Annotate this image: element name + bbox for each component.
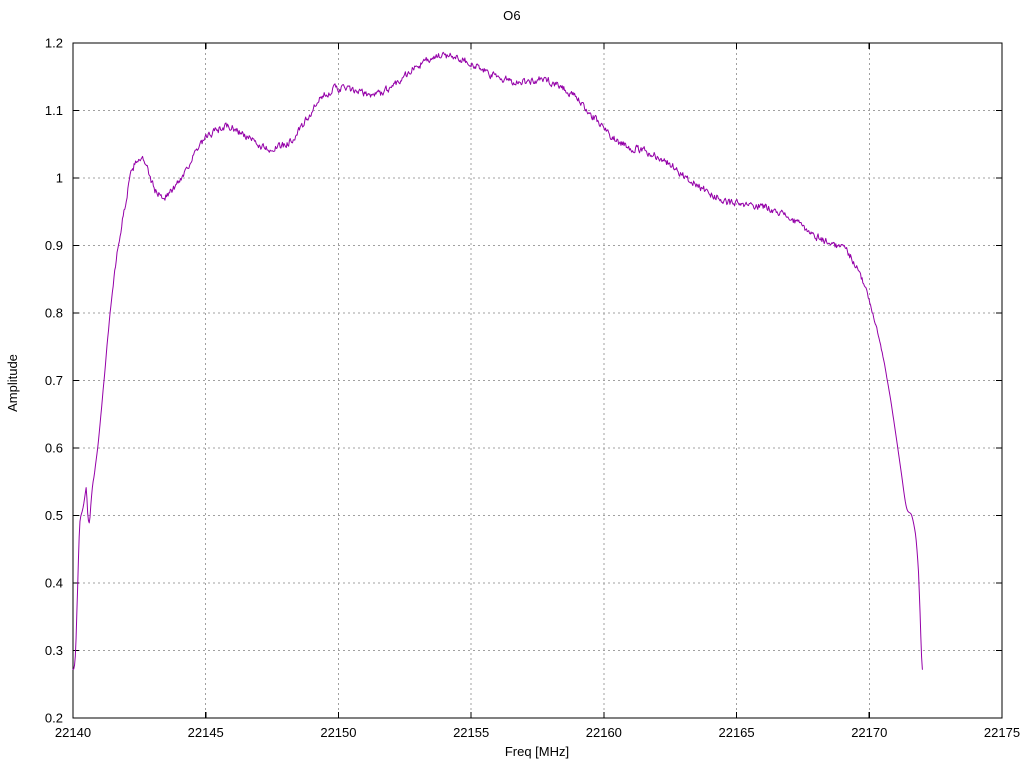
- x-tick-label: 22150: [320, 725, 356, 740]
- y-axis-title: Amplitude: [5, 354, 20, 412]
- axis-titles: Freq [MHz] Amplitude: [5, 354, 569, 759]
- x-tick-label: 22175: [984, 725, 1020, 740]
- x-tick-label: 22140: [55, 725, 91, 740]
- plot-frame: [72, 42, 1003, 719]
- x-tick-label: 22165: [718, 725, 754, 740]
- grid-lines: [73, 43, 1002, 718]
- y-tick-label: 0.6: [45, 441, 63, 456]
- x-tick-label: 22160: [586, 725, 622, 740]
- data-series: [72, 51, 923, 670]
- x-tick-label: 22155: [453, 725, 489, 740]
- y-tick-label: 0.7: [45, 373, 63, 388]
- y-tick-label: 0.3: [45, 643, 63, 658]
- series-line: [72, 51, 923, 670]
- y-tick-label: 1: [56, 171, 63, 186]
- tick-marks: [72, 42, 1003, 719]
- y-tick-label: 0.5: [45, 508, 63, 523]
- y-tick-label: 0.9: [45, 238, 63, 253]
- x-axis-title: Freq [MHz]: [505, 744, 569, 759]
- y-tick-label: 0.4: [45, 576, 63, 591]
- y-tick-label: 0.8: [45, 306, 63, 321]
- y-tick-label: 1.1: [45, 103, 63, 118]
- y-tick-label: 0.2: [45, 711, 63, 726]
- tick-labels: 22140 22145 22150 22155 22160 22165 22170 22175…: [45, 36, 1020, 741]
- y-tick-label: 1.2: [45, 36, 63, 51]
- x-tick-label: 22170: [851, 725, 887, 740]
- chart-title: O6: [503, 8, 521, 23]
- x-tick-label: 22145: [188, 725, 224, 740]
